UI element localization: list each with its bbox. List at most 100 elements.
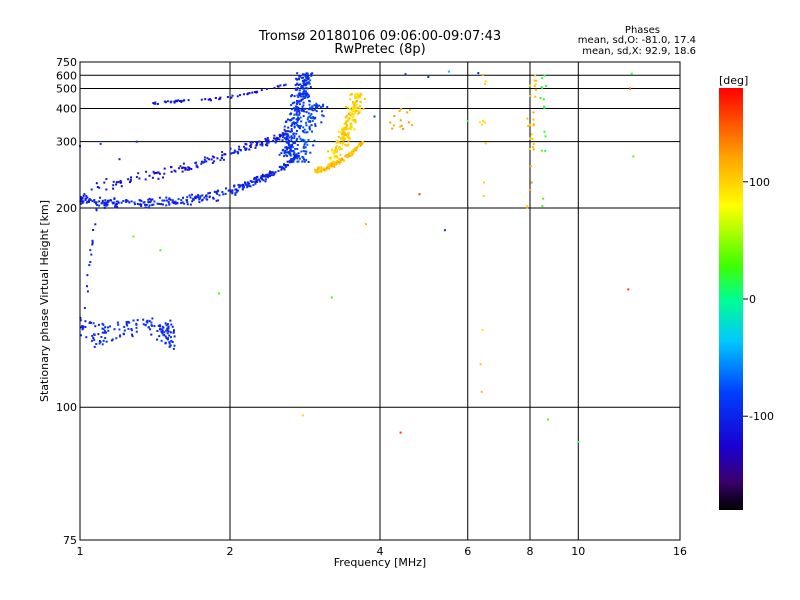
data-point (98, 204, 101, 207)
data-point (294, 122, 297, 124)
data-point (222, 193, 225, 196)
data-point (315, 102, 318, 105)
data-point (235, 191, 238, 194)
y-tick-label: 100 (56, 401, 77, 414)
data-point (118, 158, 121, 161)
data-point (175, 100, 178, 103)
data-point (159, 249, 162, 252)
data-point (282, 148, 285, 151)
data-point (309, 79, 312, 82)
data-point (306, 77, 309, 80)
data-point (285, 133, 288, 136)
data-point (148, 174, 151, 177)
data-point (197, 196, 200, 199)
data-point (365, 223, 367, 226)
data-point (112, 202, 115, 205)
data-point (299, 83, 302, 86)
data-point (333, 165, 336, 168)
data-point (81, 200, 84, 203)
data-point (182, 162, 185, 165)
data-point (360, 93, 363, 96)
data-point (322, 167, 325, 170)
data-point (363, 97, 366, 100)
data-point (529, 165, 532, 168)
data-point (355, 104, 358, 107)
data-point (159, 328, 161, 331)
data-point (282, 133, 285, 136)
data-point (283, 133, 286, 136)
data-point (328, 167, 331, 170)
data-point (340, 138, 343, 141)
data-point (168, 334, 171, 337)
data-point (281, 139, 284, 142)
data-point (301, 414, 304, 417)
data-point (221, 191, 224, 193)
data-point (305, 87, 307, 90)
data-point (116, 200, 118, 203)
data-point (283, 168, 286, 171)
data-point (107, 329, 110, 332)
data-point (225, 187, 227, 190)
data-point (305, 121, 307, 124)
data-point (79, 200, 82, 203)
data-point (337, 135, 340, 138)
data-point (187, 99, 190, 102)
colorbar-label: [deg] (719, 74, 748, 87)
data-point (279, 84, 282, 87)
data-point (162, 176, 164, 179)
data-point (347, 132, 350, 135)
data-point (310, 73, 313, 76)
data-point (399, 125, 402, 128)
data-point (170, 170, 173, 173)
data-point (345, 134, 348, 136)
data-point (302, 126, 305, 129)
data-point (105, 340, 108, 343)
data-point (166, 338, 169, 341)
data-point (341, 133, 344, 136)
data-point (356, 99, 358, 102)
data-point (291, 146, 294, 149)
data-point (144, 323, 147, 326)
data-point (297, 117, 299, 120)
phases-title: Phases (625, 25, 660, 36)
data-point (166, 199, 168, 202)
x-ticks: 1 2 4 6 8 10 16 (77, 545, 688, 558)
data-point (161, 199, 164, 202)
data-point (91, 200, 94, 203)
data-point (262, 179, 265, 182)
data-point (630, 72, 633, 75)
data-point (137, 172, 140, 175)
data-point (125, 323, 128, 325)
data-point (116, 321, 119, 324)
data-point (409, 108, 411, 111)
data-point (360, 143, 363, 145)
data-point (293, 123, 296, 126)
data-point (353, 118, 356, 121)
data-point (342, 135, 345, 138)
data-point (250, 143, 253, 146)
data-point (195, 164, 198, 167)
data-point (120, 185, 123, 188)
data-point (219, 96, 222, 99)
data-point (291, 117, 294, 120)
data-point (242, 93, 245, 96)
data-point (295, 155, 298, 158)
data-point (161, 325, 164, 328)
data-point (632, 155, 635, 158)
data-point (93, 201, 96, 204)
data-point (335, 141, 338, 144)
data-point (295, 132, 298, 135)
data-point (293, 126, 296, 129)
data-point (249, 185, 252, 188)
data-point (301, 160, 304, 163)
data-point (200, 162, 203, 165)
data-point (484, 121, 487, 124)
data-point (152, 203, 155, 206)
data-point (186, 201, 189, 204)
data-point (177, 167, 180, 170)
data-point (287, 143, 290, 146)
data-point (285, 154, 288, 157)
data-point (333, 151, 336, 154)
data-point (305, 93, 308, 96)
data-point (301, 86, 304, 89)
